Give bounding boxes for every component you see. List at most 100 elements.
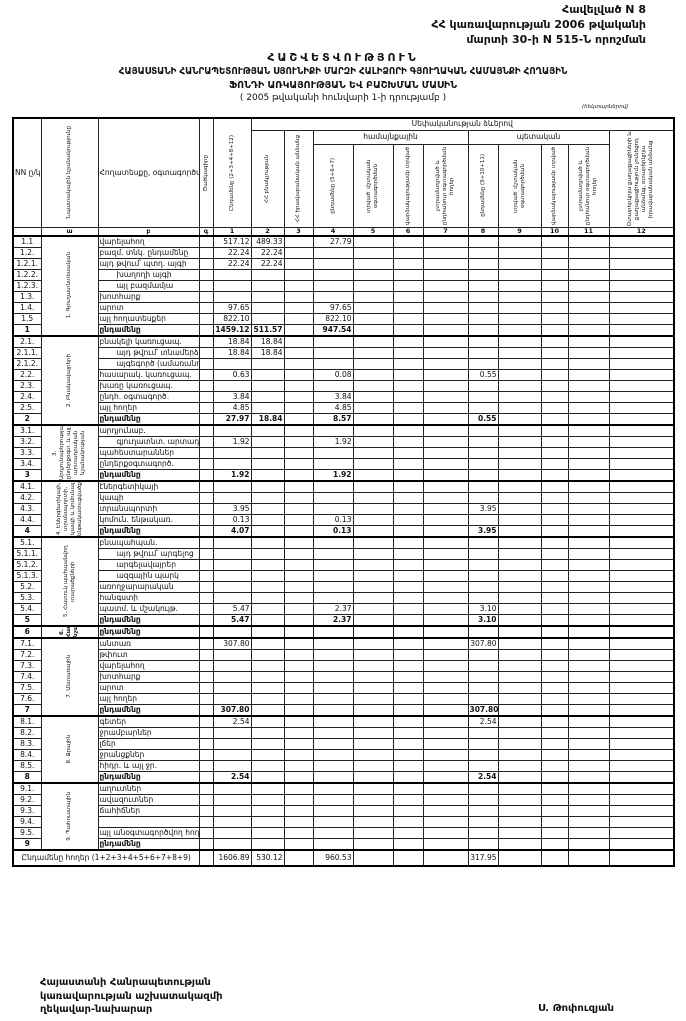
cell-c11	[567, 759, 610, 772]
row-name: ընդերքօգտագործ.	[97, 457, 200, 470]
table-row: 9.1. 9. Պահուստային աղուտներ	[12, 782, 675, 851]
cell-c11	[567, 323, 610, 337]
cell-c6	[392, 235, 424, 248]
cell-c10	[540, 692, 569, 705]
cell-code	[198, 737, 214, 750]
cell-total	[212, 480, 252, 493]
row-number: 3.4.	[12, 457, 42, 470]
cell-c3	[283, 401, 314, 414]
cell-c6	[392, 480, 424, 493]
row-number: 8.5.	[12, 759, 42, 772]
cell-c6	[392, 412, 424, 426]
table-row: 8.2. ջրամբարներ	[12, 726, 675, 739]
cell-c7	[422, 346, 469, 359]
section-group-text: 2. Բնակավայրերի	[66, 353, 72, 407]
cell-code	[198, 323, 214, 337]
cell-c7	[422, 357, 469, 370]
table-row: 8.4. ջրանցքներ	[12, 748, 675, 761]
table-row: 8 ընդամենը 2.54 2.54	[12, 770, 675, 784]
row-name: ընդամենը	[97, 412, 200, 426]
table-row: 9.4.	[12, 815, 675, 828]
table-row: 2.2. հասարակ. կառուցապ. 0.63 0.08 0.55	[12, 368, 675, 381]
cell-c2: 22.24	[250, 246, 285, 259]
cell-c10	[540, 502, 569, 515]
cell-c9	[497, 424, 542, 437]
cell-c5	[352, 569, 394, 582]
cell-c11	[567, 826, 610, 839]
cell-c7	[422, 815, 469, 828]
cell-c10	[540, 279, 569, 292]
cell-code	[198, 257, 214, 270]
column-number: 5	[352, 226, 394, 237]
cell-c2	[250, 804, 285, 817]
cell-c7	[422, 737, 469, 750]
cell-c12	[608, 648, 675, 661]
cell-c11	[567, 547, 610, 560]
cell-c11	[567, 513, 610, 526]
cell-code	[198, 637, 214, 650]
cell-c7	[422, 826, 469, 839]
header-state: պետական	[467, 129, 610, 145]
cell-c2	[250, 301, 285, 314]
cell-c5	[352, 368, 394, 381]
cell-c11	[567, 681, 610, 694]
row-name: աղուտներ	[97, 782, 200, 795]
cell-c10	[540, 468, 569, 482]
cell-c11	[567, 257, 610, 270]
cell-c12	[608, 815, 675, 828]
cell-c2	[250, 502, 285, 515]
cell-c2	[250, 279, 285, 292]
row-name: ավազուտներ	[97, 793, 200, 806]
cell-c11	[567, 468, 610, 482]
cell-c4: 3.84	[312, 390, 354, 403]
column-number: 8	[467, 226, 499, 237]
cell-c4	[312, 770, 354, 784]
cell-c10	[540, 268, 569, 281]
cell-c8	[467, 837, 499, 851]
row-name: ազգային պարկ	[97, 569, 200, 582]
cell-c9	[497, 737, 542, 750]
cell-c12	[608, 246, 675, 259]
cell-c3	[283, 279, 314, 292]
cell-c9	[497, 480, 542, 493]
cell-c9	[497, 323, 542, 337]
cell-c6	[392, 368, 424, 381]
cell-code	[198, 547, 214, 560]
table-row: 8.3. լճեր	[12, 737, 675, 750]
cell-c4	[312, 290, 354, 303]
header-c4: ընդամենը (5+6+7)	[312, 143, 354, 228]
cell-c10	[540, 770, 569, 784]
cell-c9	[497, 547, 542, 560]
cell-total	[212, 591, 252, 604]
cell-c4	[312, 335, 354, 348]
cell-c3	[283, 613, 314, 627]
cell-c8: 3.10	[467, 602, 499, 615]
cell-c12	[608, 524, 675, 538]
row-number: 7.2.	[12, 648, 42, 661]
section-group-label: 8. Ջրային	[40, 715, 99, 784]
cell-c7	[422, 301, 469, 314]
row-number: 4.1.	[12, 480, 42, 493]
section-group-label: 1. Գյուղատնտեսական	[40, 235, 99, 337]
cell-c11	[567, 335, 610, 348]
cell-c8	[467, 257, 499, 270]
cell-c9	[497, 613, 542, 627]
cell-c11	[567, 815, 610, 828]
cell-c10	[540, 547, 569, 560]
row-name: գյուղատնտ. արտադր.	[97, 435, 200, 448]
grand-total-row: Ընդամենը հողեր (1+2+3+4+5+6+7+8+9) 1606.8…	[12, 849, 675, 866]
cell-c10	[540, 748, 569, 761]
cell-c10	[540, 536, 569, 549]
section-group-text: 3. Արդյունաբերության, ընդերքօգտ. և այլ ա…	[52, 424, 86, 480]
cell-c9	[497, 580, 542, 593]
cell-c10	[540, 625, 569, 639]
cell-c9	[497, 692, 542, 705]
cell-c9	[497, 346, 542, 359]
cell-total: 18.84	[212, 346, 252, 359]
cell-c8	[467, 670, 499, 683]
column-number: 9	[497, 226, 542, 237]
cell-c4: 1.92	[312, 435, 354, 448]
row-name: լճեր	[97, 737, 200, 750]
row-name: պահեստարաններ	[97, 446, 200, 459]
cell-c4	[312, 837, 354, 851]
